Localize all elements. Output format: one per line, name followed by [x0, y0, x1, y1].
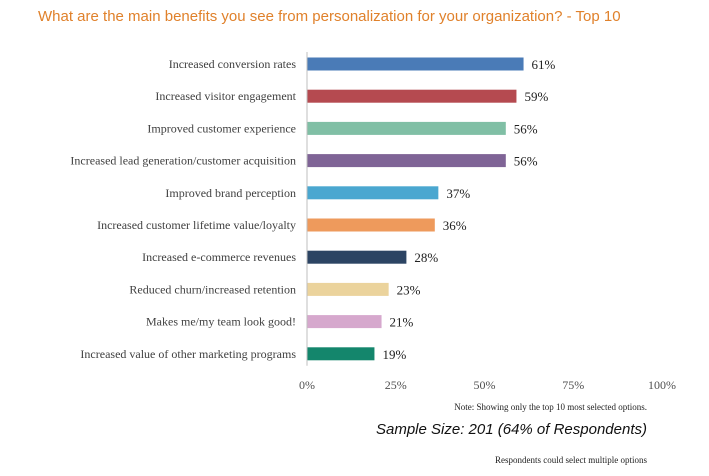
value-label: 19% [382, 347, 406, 362]
category-label: Increased lead generation/customer acqui… [70, 154, 296, 168]
value-label: 21% [390, 315, 414, 330]
x-tick-label: 25% [385, 378, 407, 392]
x-tick-label: 50% [474, 378, 496, 392]
value-label: 23% [397, 282, 421, 297]
value-label: 28% [414, 250, 438, 265]
top-options-note: Note: Showing only the top 10 most selec… [454, 402, 647, 412]
x-tick-label: 100% [648, 378, 676, 392]
bar [307, 57, 524, 71]
value-label: 59% [524, 89, 548, 104]
chart-title: What are the main benefits you see from … [38, 8, 621, 25]
x-tick-label: 0% [299, 378, 315, 392]
bar [307, 315, 382, 329]
bar [307, 250, 407, 264]
bar [307, 218, 435, 232]
value-label: 36% [443, 218, 467, 233]
category-label: Increased customer lifetime value/loyalt… [97, 218, 296, 232]
bar [307, 347, 375, 361]
multiple-options-note: Respondents could select multiple option… [495, 455, 647, 465]
category-label: Improved brand perception [165, 186, 296, 200]
category-label: Increased value of other marketing progr… [80, 347, 296, 361]
value-label: 61% [532, 57, 556, 72]
bar [307, 121, 506, 135]
x-tick-label: 75% [562, 378, 584, 392]
bar [307, 154, 506, 168]
value-label: 56% [514, 154, 538, 169]
bar [307, 186, 439, 200]
bar [307, 282, 389, 296]
category-label: Improved customer experience [147, 121, 296, 135]
category-label: Reduced churn/increased retention [129, 282, 296, 296]
category-label: Increased conversion rates [169, 57, 297, 71]
category-label: Makes me/my team look good! [146, 315, 296, 329]
sample-size: Sample Size: 201 (64% of Respondents) [376, 421, 647, 438]
category-label: Increased visitor engagement [155, 89, 296, 103]
bar [307, 89, 517, 103]
value-label: 56% [514, 121, 538, 136]
value-label: 37% [446, 186, 470, 201]
category-label: Increased e-commerce revenues [142, 250, 296, 264]
